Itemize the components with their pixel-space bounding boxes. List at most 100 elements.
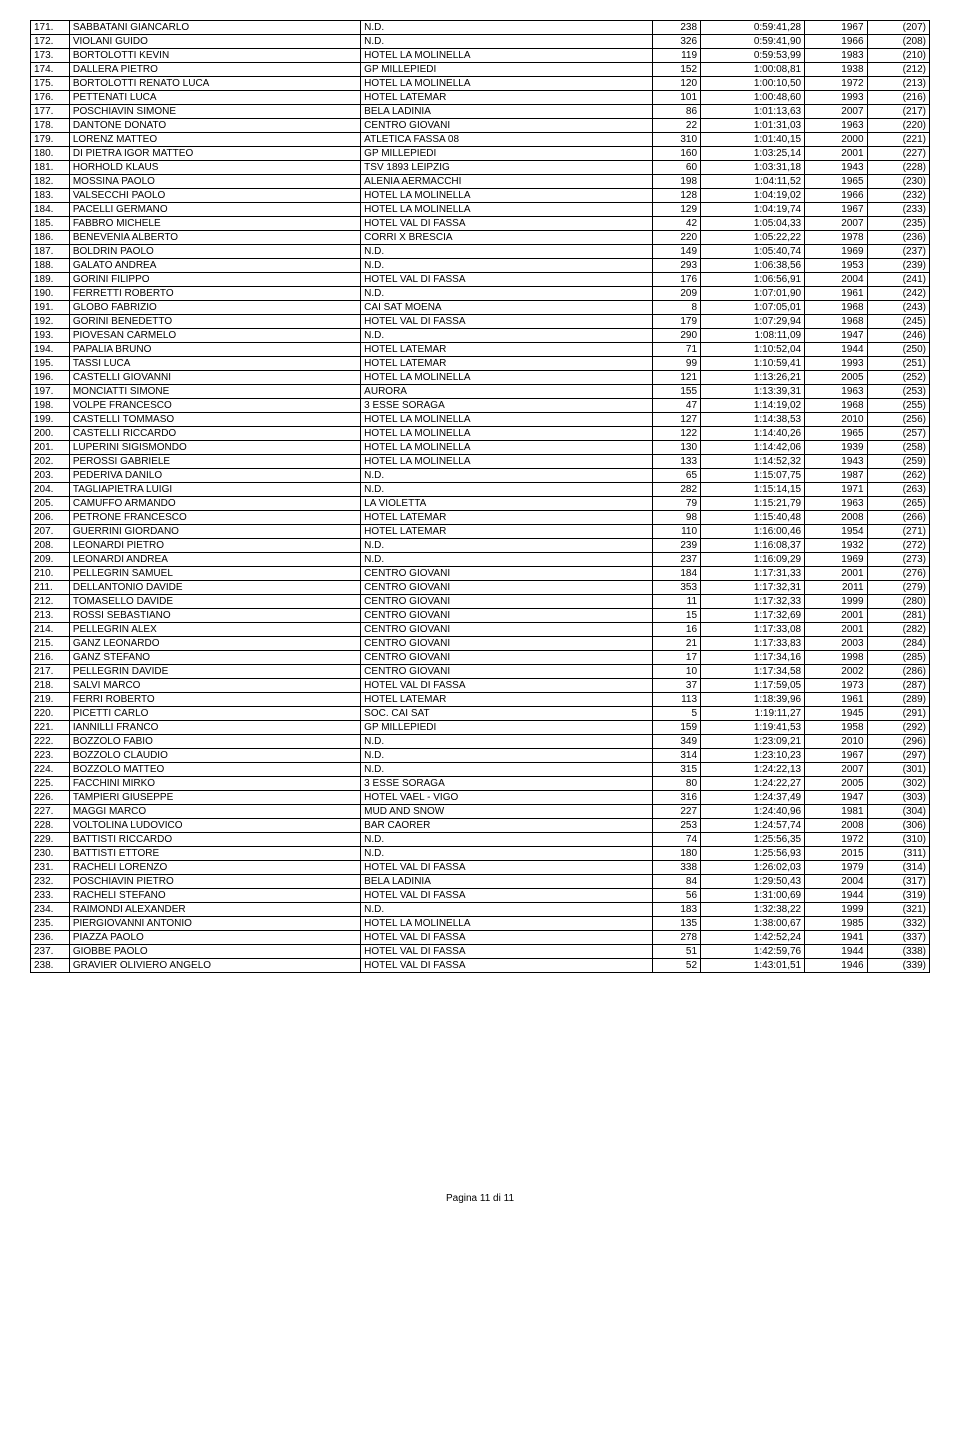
cell-bib: 152 bbox=[652, 63, 701, 77]
cell-time: 1:17:59,05 bbox=[701, 679, 805, 693]
cell-team: HOTEL VAL DI FASSA bbox=[361, 959, 652, 973]
cell-pos: (317) bbox=[867, 875, 929, 889]
cell-rank: 213. bbox=[31, 609, 70, 623]
cell-team: LA VIOLETTA bbox=[361, 497, 652, 511]
cell-rank: 212. bbox=[31, 595, 70, 609]
table-row: 175.BORTOLOTTI RENATO LUCAHOTEL LA MOLIN… bbox=[31, 77, 930, 91]
cell-name: TAGLIAPIETRA LUIGI bbox=[69, 483, 360, 497]
cell-time: 1:42:59,76 bbox=[701, 945, 805, 959]
cell-name: DALLERA PIETRO bbox=[69, 63, 360, 77]
table-row: 179.LORENZ MATTEOATLETICA FASSA 083101:0… bbox=[31, 133, 930, 147]
cell-bib: 180 bbox=[652, 847, 701, 861]
cell-rank: 236. bbox=[31, 931, 70, 945]
cell-time: 1:17:33,83 bbox=[701, 637, 805, 651]
cell-team: N.D. bbox=[361, 903, 652, 917]
cell-time: 1:17:32,69 bbox=[701, 609, 805, 623]
cell-pos: (304) bbox=[867, 805, 929, 819]
cell-time: 1:23:10,23 bbox=[701, 749, 805, 763]
table-row: 229.BATTISTI RICCARDON.D.741:25:56,35197… bbox=[31, 833, 930, 847]
cell-year: 1968 bbox=[805, 399, 867, 413]
cell-time: 1:01:31,03 bbox=[701, 119, 805, 133]
cell-name: GANZ STEFANO bbox=[69, 651, 360, 665]
table-row: 215.GANZ LEONARDOCENTRO GIOVANI211:17:33… bbox=[31, 637, 930, 651]
cell-time: 1:15:21,79 bbox=[701, 497, 805, 511]
cell-name: LUPERINI SIGISMONDO bbox=[69, 441, 360, 455]
cell-bib: 37 bbox=[652, 679, 701, 693]
cell-name: PACELLI GERMANO bbox=[69, 203, 360, 217]
table-row: 202.PEROSSI GABRIELEHOTEL LA MOLINELLA13… bbox=[31, 455, 930, 469]
cell-year: 1943 bbox=[805, 161, 867, 175]
cell-rank: 189. bbox=[31, 273, 70, 287]
cell-name: PICETTI CARLO bbox=[69, 707, 360, 721]
cell-team: BELA LADINIA bbox=[361, 875, 652, 889]
table-row: 188.GALATO ANDREAN.D.2931:06:38,561953(2… bbox=[31, 259, 930, 273]
cell-time: 1:10:52,04 bbox=[701, 343, 805, 357]
table-row: 174.DALLERA PIETROGP MILLEPIEDI1521:00:0… bbox=[31, 63, 930, 77]
cell-team: CENTRO GIOVANI bbox=[361, 567, 652, 581]
cell-bib: 56 bbox=[652, 889, 701, 903]
cell-time: 1:15:14,15 bbox=[701, 483, 805, 497]
cell-bib: 110 bbox=[652, 525, 701, 539]
cell-time: 1:29:50,43 bbox=[701, 875, 805, 889]
cell-pos: (252) bbox=[867, 371, 929, 385]
cell-rank: 202. bbox=[31, 455, 70, 469]
table-row: 226.TAMPIERI GIUSEPPEHOTEL VAEL - VIGO31… bbox=[31, 791, 930, 805]
cell-year: 2004 bbox=[805, 273, 867, 287]
cell-rank: 224. bbox=[31, 763, 70, 777]
cell-time: 1:00:48,60 bbox=[701, 91, 805, 105]
cell-time: 1:05:04,33 bbox=[701, 217, 805, 231]
cell-team: MUD AND SNOW bbox=[361, 805, 652, 819]
table-row: 218.SALVI MARCOHOTEL VAL DI FASSA371:17:… bbox=[31, 679, 930, 693]
cell-year: 1993 bbox=[805, 91, 867, 105]
cell-bib: 98 bbox=[652, 511, 701, 525]
cell-pos: (286) bbox=[867, 665, 929, 679]
cell-team: CENTRO GIOVANI bbox=[361, 665, 652, 679]
cell-year: 2008 bbox=[805, 511, 867, 525]
cell-year: 1961 bbox=[805, 693, 867, 707]
cell-pos: (285) bbox=[867, 651, 929, 665]
cell-team: CENTRO GIOVANI bbox=[361, 595, 652, 609]
cell-team: CENTRO GIOVANI bbox=[361, 581, 652, 595]
cell-year: 2008 bbox=[805, 819, 867, 833]
cell-name: LORENZ MATTEO bbox=[69, 133, 360, 147]
table-row: 234.RAIMONDI ALEXANDERN.D.1831:32:38,221… bbox=[31, 903, 930, 917]
cell-year: 2001 bbox=[805, 623, 867, 637]
cell-year: 1971 bbox=[805, 483, 867, 497]
cell-bib: 314 bbox=[652, 749, 701, 763]
table-row: 236.PIAZZA PAOLOHOTEL VAL DI FASSA2781:4… bbox=[31, 931, 930, 945]
cell-rank: 200. bbox=[31, 427, 70, 441]
cell-rank: 193. bbox=[31, 329, 70, 343]
cell-pos: (243) bbox=[867, 301, 929, 315]
cell-rank: 210. bbox=[31, 567, 70, 581]
cell-pos: (246) bbox=[867, 329, 929, 343]
cell-pos: (256) bbox=[867, 413, 929, 427]
cell-name: FABBRO MICHELE bbox=[69, 217, 360, 231]
cell-year: 2007 bbox=[805, 217, 867, 231]
cell-time: 0:59:41,90 bbox=[701, 35, 805, 49]
cell-team: GP MILLEPIEDI bbox=[361, 721, 652, 735]
cell-rank: 235. bbox=[31, 917, 70, 931]
table-row: 231.RACHELI LORENZOHOTEL VAL DI FASSA338… bbox=[31, 861, 930, 875]
cell-bib: 119 bbox=[652, 49, 701, 63]
table-row: 238.GRAVIER OLIVIERO ANGELOHOTEL VAL DI … bbox=[31, 959, 930, 973]
table-row: 216.GANZ STEFANOCENTRO GIOVANI171:17:34,… bbox=[31, 651, 930, 665]
cell-team: HOTEL LA MOLINELLA bbox=[361, 455, 652, 469]
cell-time: 1:24:22,27 bbox=[701, 777, 805, 791]
cell-rank: 231. bbox=[31, 861, 70, 875]
cell-time: 1:16:08,37 bbox=[701, 539, 805, 553]
cell-pos: (279) bbox=[867, 581, 929, 595]
cell-year: 1938 bbox=[805, 63, 867, 77]
cell-rank: 179. bbox=[31, 133, 70, 147]
cell-bib: 86 bbox=[652, 105, 701, 119]
cell-year: 1947 bbox=[805, 791, 867, 805]
cell-team: HOTEL LA MOLINELLA bbox=[361, 189, 652, 203]
cell-name: BOLDRIN PAOLO bbox=[69, 245, 360, 259]
cell-time: 1:19:41,53 bbox=[701, 721, 805, 735]
table-row: 197.MONCIATTI SIMONEAURORA1551:13:39,311… bbox=[31, 385, 930, 399]
table-row: 195.TASSI LUCAHOTEL LATEMAR991:10:59,411… bbox=[31, 357, 930, 371]
cell-pos: (213) bbox=[867, 77, 929, 91]
cell-rank: 201. bbox=[31, 441, 70, 455]
table-row: 176.PETTENATI LUCAHOTEL LATEMAR1011:00:4… bbox=[31, 91, 930, 105]
cell-bib: 16 bbox=[652, 623, 701, 637]
cell-team: N.D. bbox=[361, 35, 652, 49]
